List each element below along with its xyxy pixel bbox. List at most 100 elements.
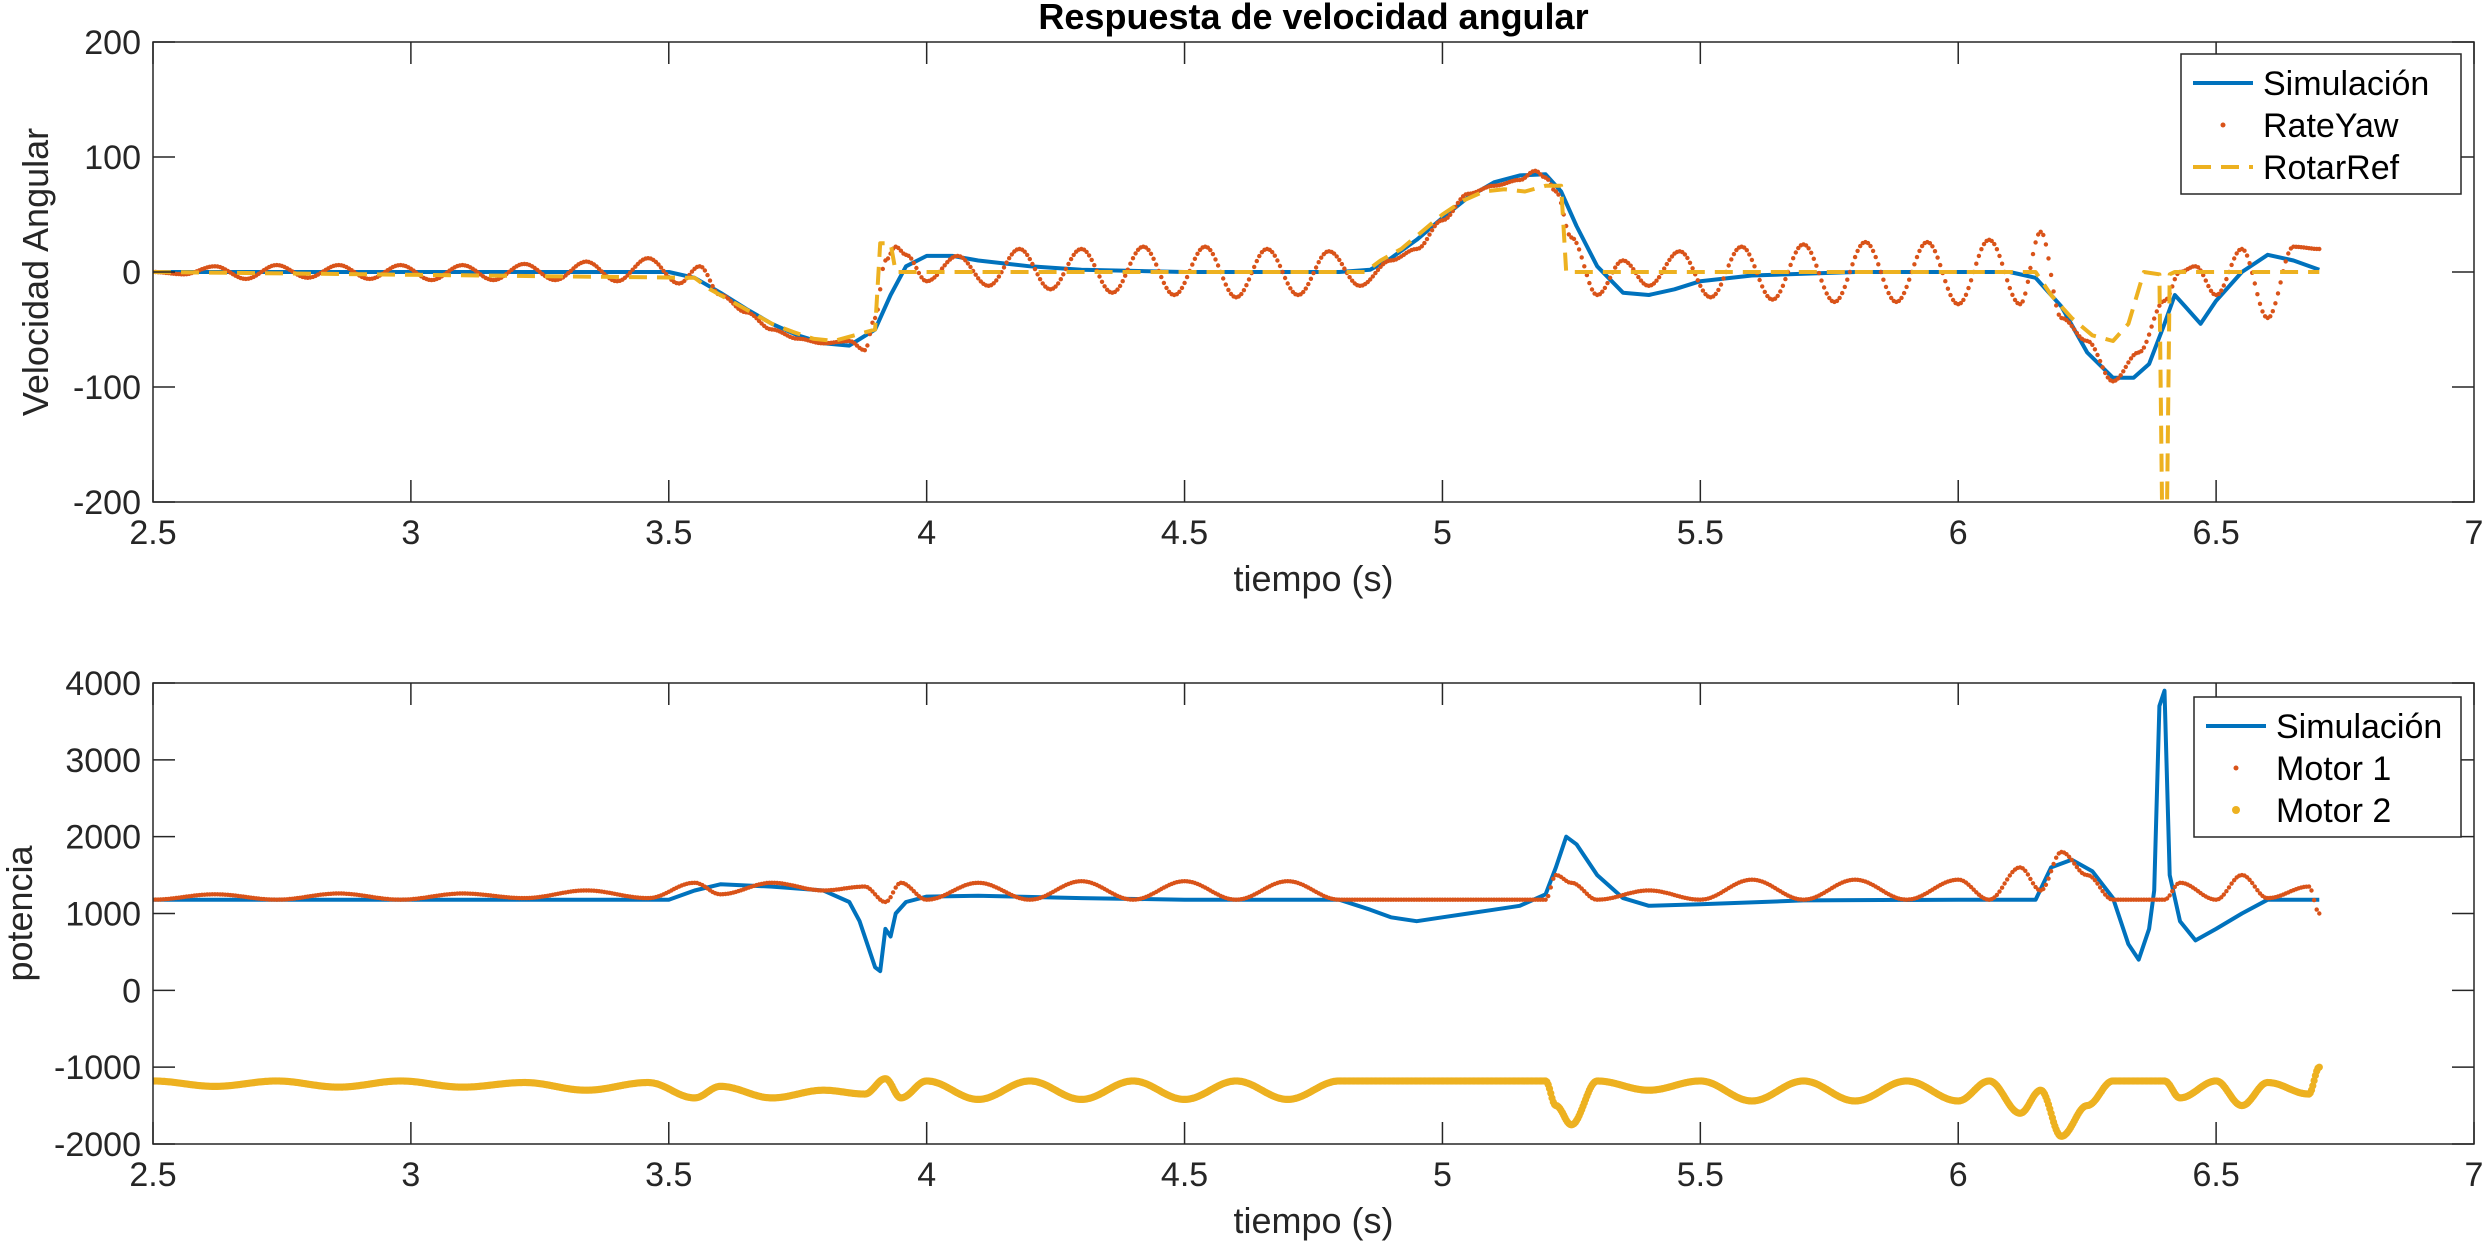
series-1-point [1850, 262, 1855, 267]
series-1-point [1546, 177, 1551, 182]
y-tick-label: -2000 [54, 1126, 141, 1164]
series-1-point [911, 260, 916, 266]
series-1-point [2092, 347, 2098, 352]
series-1-point [2252, 884, 2257, 889]
series-1-point [865, 343, 870, 348]
series-1-point [2286, 251, 2291, 256]
series-1-point [2048, 272, 2054, 278]
series-1-point [1092, 263, 1097, 268]
series-1-point [2260, 309, 2265, 314]
series-1-point [2069, 323, 2074, 329]
series-1-point [1154, 262, 1159, 267]
series-1-point [906, 253, 911, 258]
series-1-point [2139, 349, 2144, 354]
series-1-point [1901, 290, 1907, 296]
series-0-line [153, 688, 2320, 974]
series-1-point [1932, 249, 1938, 254]
series-1-point [1662, 266, 1667, 271]
series-1-point [1022, 249, 1027, 254]
series-1-point [1628, 263, 1633, 268]
legend-box [2193, 696, 2462, 838]
series-1-point [2066, 320, 2072, 325]
series-1-point [1824, 291, 1829, 296]
series-1-points [153, 168, 2322, 384]
series-1-point [994, 278, 999, 283]
series-1-point [2066, 854, 2072, 859]
series-1-point [1847, 269, 1853, 275]
series-1-point [1744, 248, 1750, 253]
series-1-point [1164, 285, 1169, 291]
series-1-point [1429, 228, 1435, 233]
series-2-points [153, 1063, 2323, 1140]
series-1-point [1811, 256, 1817, 261]
series-1-point [2115, 376, 2121, 381]
series-1-point [1791, 256, 1796, 261]
series-1-point [2072, 327, 2077, 332]
series-1-point [2232, 878, 2237, 883]
series-1-point [1930, 244, 1935, 249]
series-1-point [1731, 251, 1737, 257]
series-1-point [2103, 370, 2108, 376]
series-1-point [1605, 280, 1610, 286]
series-1-point [1718, 282, 1724, 287]
series-1-point [2046, 256, 2051, 261]
series-1-point [2306, 884, 2312, 889]
series-1-point [661, 268, 666, 274]
series-1-point [2219, 288, 2224, 293]
series-1-point [2128, 356, 2134, 361]
series-1-point [1827, 295, 1832, 301]
series-1-point [1146, 247, 1151, 253]
series-1-point [1102, 284, 1107, 289]
series-1-point [1974, 261, 1979, 266]
series-1-point [1277, 263, 1283, 269]
series-1-point [1899, 295, 1904, 301]
series-1-point [1713, 291, 1719, 297]
series-1-point [2224, 889, 2229, 894]
legend-entry-label: RotarRef [2263, 149, 2400, 187]
series-1-point [1040, 281, 1045, 286]
series-1-point [656, 262, 661, 267]
series-1-point [2012, 297, 2018, 303]
series-1-point [2030, 251, 2036, 257]
series-1-point [2002, 881, 2007, 886]
series-1-point [2051, 861, 2056, 867]
series-1-point [1128, 261, 1133, 266]
series-1-point [880, 266, 885, 272]
series-1-point [1239, 291, 1244, 297]
series-1-point [2278, 280, 2283, 285]
series-1-point [1883, 284, 1889, 290]
series-1-point [2208, 288, 2214, 293]
series-1-point [1432, 224, 1437, 229]
series-1-point [2152, 316, 2157, 321]
series-1-point [2250, 880, 2255, 886]
series-1-point [1613, 265, 1618, 270]
series-1-point [1419, 244, 1425, 249]
series-1-point [2097, 358, 2103, 364]
series-1-point [2023, 868, 2028, 873]
series-1-point [2041, 232, 2046, 238]
series-1-point [1576, 247, 1582, 252]
series-1-point [2007, 873, 2013, 878]
series-1-point [1992, 241, 1997, 247]
series-1-point [1241, 288, 1247, 293]
x-tick-label: 4.5 [1161, 514, 1208, 552]
series-1-point [1422, 240, 1427, 246]
series-1-point [2028, 265, 2033, 271]
series-1-point [1210, 251, 1216, 257]
series-1-point [968, 264, 973, 270]
series-1-point [1066, 261, 1071, 267]
series-1-point [1700, 288, 1706, 293]
series-1-point [2123, 364, 2128, 370]
series-1-point [1319, 255, 1324, 260]
series-1-point [2118, 373, 2123, 378]
series-1-point [1729, 257, 1734, 262]
series-1-point [2144, 339, 2149, 344]
series-1-point [1056, 281, 1061, 286]
x-tick-label: 2.5 [129, 1156, 176, 1194]
series-1-point [1834, 298, 1840, 304]
series-1-point [1625, 260, 1631, 266]
series-1-point [2154, 309, 2159, 314]
series-1-point [1778, 289, 1783, 294]
series-1-point [1858, 243, 1863, 249]
series-1-point [2100, 889, 2105, 894]
